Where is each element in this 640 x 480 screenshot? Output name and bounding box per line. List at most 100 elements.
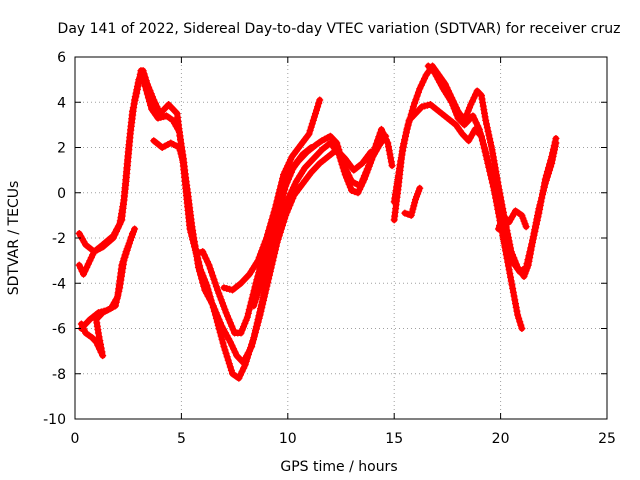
data-point [309, 146, 313, 149]
data-point [399, 159, 403, 163]
data-point [554, 136, 558, 140]
data-point [96, 331, 100, 335]
data-point [520, 213, 524, 217]
series-trace-12 [494, 207, 530, 233]
y-tick-label: -4 [52, 276, 66, 292]
data-point [350, 188, 354, 192]
data-point [282, 173, 286, 177]
data-point [275, 241, 279, 245]
data-point [490, 148, 494, 152]
data-point [128, 132, 132, 136]
data-point [292, 164, 296, 168]
data-point [294, 179, 298, 183]
data-point [165, 114, 169, 118]
data-point [531, 241, 535, 245]
data-point [284, 184, 288, 188]
y-tick-label: -10 [43, 412, 66, 428]
data-point [101, 243, 105, 247]
data-point [201, 250, 205, 254]
x-tick-label: 20 [492, 431, 510, 447]
data-point [460, 132, 464, 136]
data-point [84, 331, 88, 335]
y-tick-label: 6 [57, 50, 66, 66]
data-point [516, 313, 520, 317]
data-point [437, 109, 441, 113]
series-trace-5 [150, 137, 375, 366]
data-point [77, 231, 81, 235]
data-point [233, 331, 237, 335]
data-point [277, 207, 281, 211]
data-point [426, 64, 430, 68]
data-point [216, 288, 220, 292]
data-point [133, 227, 137, 231]
data-point [239, 331, 243, 335]
series-trace-11 [424, 62, 526, 332]
data-point [82, 272, 86, 276]
data-point [156, 116, 160, 120]
data-point [335, 148, 339, 152]
data-point [507, 220, 511, 224]
data-point [341, 161, 345, 165]
data-point [411, 105, 415, 109]
series-line [76, 67, 396, 337]
data-point [286, 198, 290, 202]
data-point [503, 245, 507, 249]
data-point [158, 112, 162, 116]
data-point [186, 191, 190, 195]
data-point [522, 274, 526, 278]
data-point [252, 304, 256, 308]
data-point [484, 118, 488, 122]
y-tick-label: -2 [52, 231, 66, 247]
data-point [299, 143, 303, 147]
y-tick-label: 0 [57, 186, 66, 202]
data-point [222, 286, 226, 290]
data-point [441, 87, 445, 91]
data-point [358, 184, 362, 188]
data-point [469, 103, 473, 107]
data-point [496, 227, 500, 231]
data-point [141, 69, 145, 73]
data-traces [75, 62, 560, 382]
data-point [471, 114, 475, 118]
data-point [77, 263, 81, 267]
data-point [392, 218, 396, 222]
data-point [235, 354, 239, 358]
data-point [309, 170, 313, 174]
data-point [424, 73, 428, 77]
series-trace-10 [401, 184, 424, 219]
data-point [169, 141, 173, 145]
data-point [496, 184, 500, 188]
data-point [454, 123, 458, 127]
data-point [390, 164, 394, 168]
data-point [350, 179, 354, 183]
data-point [501, 213, 505, 217]
x-axis-label: GPS time / hours [280, 459, 397, 475]
y-tick-label: 4 [57, 95, 66, 111]
data-point [150, 107, 154, 111]
x-tick-label: 5 [177, 431, 186, 447]
data-point [526, 263, 530, 267]
data-point [190, 225, 194, 229]
data-point [228, 340, 232, 344]
data-point [171, 118, 175, 122]
data-point [373, 146, 377, 149]
data-point [301, 152, 305, 156]
data-point [152, 139, 156, 143]
data-point [267, 277, 271, 281]
data-point [207, 263, 211, 267]
data-point [167, 103, 171, 107]
data-point [443, 82, 447, 86]
data-point [475, 89, 479, 93]
data-point [160, 146, 164, 149]
x-tick-label: 15 [385, 431, 403, 447]
x-tick-label: 10 [279, 431, 297, 447]
data-point [230, 372, 234, 376]
data-point [328, 134, 332, 138]
data-point [220, 324, 224, 328]
series-trace-2 [75, 67, 396, 337]
data-point [152, 98, 156, 102]
x-tick-label: 25 [598, 431, 616, 447]
data-point [133, 98, 137, 102]
data-point [326, 155, 330, 159]
